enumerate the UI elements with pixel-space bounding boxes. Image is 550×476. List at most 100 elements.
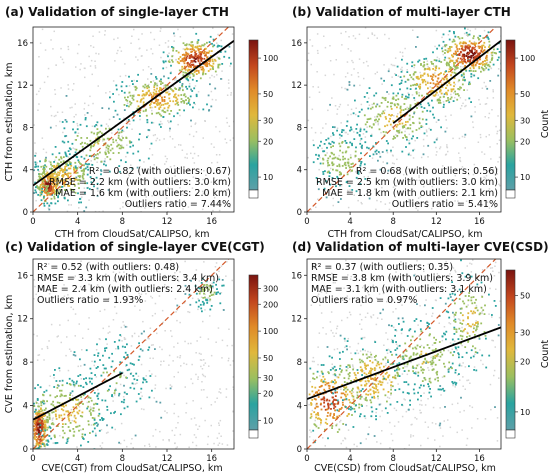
outlier-point xyxy=(375,323,378,326)
outlier-point xyxy=(362,336,364,339)
outlier-point xyxy=(419,71,421,74)
density-point xyxy=(77,375,80,377)
x-tick-label: 8 xyxy=(120,454,125,464)
outlier-point xyxy=(93,195,95,197)
outlier-point xyxy=(212,27,214,29)
outlier-point xyxy=(173,412,175,415)
density-point xyxy=(326,382,328,385)
density-point xyxy=(459,50,462,53)
outlier-point xyxy=(311,45,314,47)
outlier-point xyxy=(36,359,39,361)
density-point xyxy=(132,375,135,377)
density-point xyxy=(210,50,213,52)
outlier-point xyxy=(415,294,417,297)
outlier-point xyxy=(386,300,388,303)
density-point xyxy=(177,58,180,60)
outlier-point xyxy=(203,364,205,366)
outlier-point xyxy=(171,429,173,432)
density-point xyxy=(339,367,341,370)
density-point xyxy=(105,164,107,167)
density-point xyxy=(488,65,491,68)
outlier-point xyxy=(154,387,156,390)
density-point xyxy=(366,121,369,123)
density-point xyxy=(385,140,388,142)
outlier-point xyxy=(148,83,150,86)
outlier-point xyxy=(96,124,98,127)
density-point xyxy=(212,38,215,41)
density-point xyxy=(103,163,105,166)
density-point xyxy=(315,416,317,419)
density-point xyxy=(387,101,389,103)
outlier-point xyxy=(384,109,386,111)
density-point xyxy=(111,147,114,150)
density-point xyxy=(62,174,64,176)
density-point xyxy=(470,75,473,78)
outlier-point xyxy=(215,126,217,128)
density-point xyxy=(195,80,198,82)
density-point xyxy=(205,298,207,301)
density-point xyxy=(206,284,208,286)
density-point xyxy=(371,396,374,399)
density-point xyxy=(68,153,71,156)
outlier-point xyxy=(78,265,81,268)
outlier-point xyxy=(126,120,128,122)
outlier-point xyxy=(317,52,319,54)
density-point xyxy=(394,137,396,139)
outlier-point xyxy=(440,394,442,396)
density-point xyxy=(398,83,401,85)
density-point xyxy=(317,396,320,398)
outlier-point xyxy=(150,68,152,70)
outlier-point xyxy=(197,91,200,93)
density-point xyxy=(449,98,452,100)
outlier-point xyxy=(489,383,492,386)
density-point xyxy=(314,407,317,410)
outlier-point xyxy=(431,422,434,424)
density-point xyxy=(358,111,361,113)
outlier-point xyxy=(38,90,40,93)
outlier-point xyxy=(347,274,349,276)
panel-title: (c) Validation of single-layer CVE(CGT) xyxy=(5,240,265,254)
density-point xyxy=(37,412,40,415)
outlier-point xyxy=(214,266,217,268)
density-point xyxy=(48,412,51,415)
density-point xyxy=(65,442,68,444)
outlier-point xyxy=(483,274,485,277)
density-point xyxy=(118,394,120,397)
density-point xyxy=(73,351,76,353)
density-point xyxy=(202,44,205,47)
density-point xyxy=(119,371,122,374)
density-point xyxy=(151,112,153,115)
outlier-point xyxy=(191,187,194,189)
density-point xyxy=(204,73,207,75)
outlier-point xyxy=(73,116,75,118)
density-point xyxy=(46,181,49,184)
density-point xyxy=(86,137,88,139)
density-point xyxy=(454,93,457,96)
outlier-point xyxy=(139,118,141,121)
outlier-point xyxy=(129,120,131,122)
density-point xyxy=(114,410,116,413)
density-point xyxy=(36,398,39,400)
density-point xyxy=(151,96,153,98)
density-point xyxy=(34,434,36,437)
outlier-point xyxy=(484,68,487,71)
density-point xyxy=(48,192,50,195)
outlier-point xyxy=(349,154,352,156)
density-point xyxy=(181,85,184,88)
density-point xyxy=(469,45,472,48)
density-point xyxy=(183,94,185,97)
outlier-point xyxy=(420,411,422,414)
density-point xyxy=(427,93,430,96)
density-point xyxy=(120,413,122,416)
density-point xyxy=(47,180,50,183)
density-point xyxy=(427,102,430,105)
density-point xyxy=(470,61,472,64)
density-point xyxy=(222,309,225,311)
outlier-point xyxy=(378,152,381,155)
density-point xyxy=(68,185,71,187)
density-point xyxy=(194,51,196,54)
outlier-point xyxy=(140,408,143,410)
outlier-point xyxy=(163,138,165,140)
density-point xyxy=(47,175,49,177)
outlier-point xyxy=(122,201,124,204)
